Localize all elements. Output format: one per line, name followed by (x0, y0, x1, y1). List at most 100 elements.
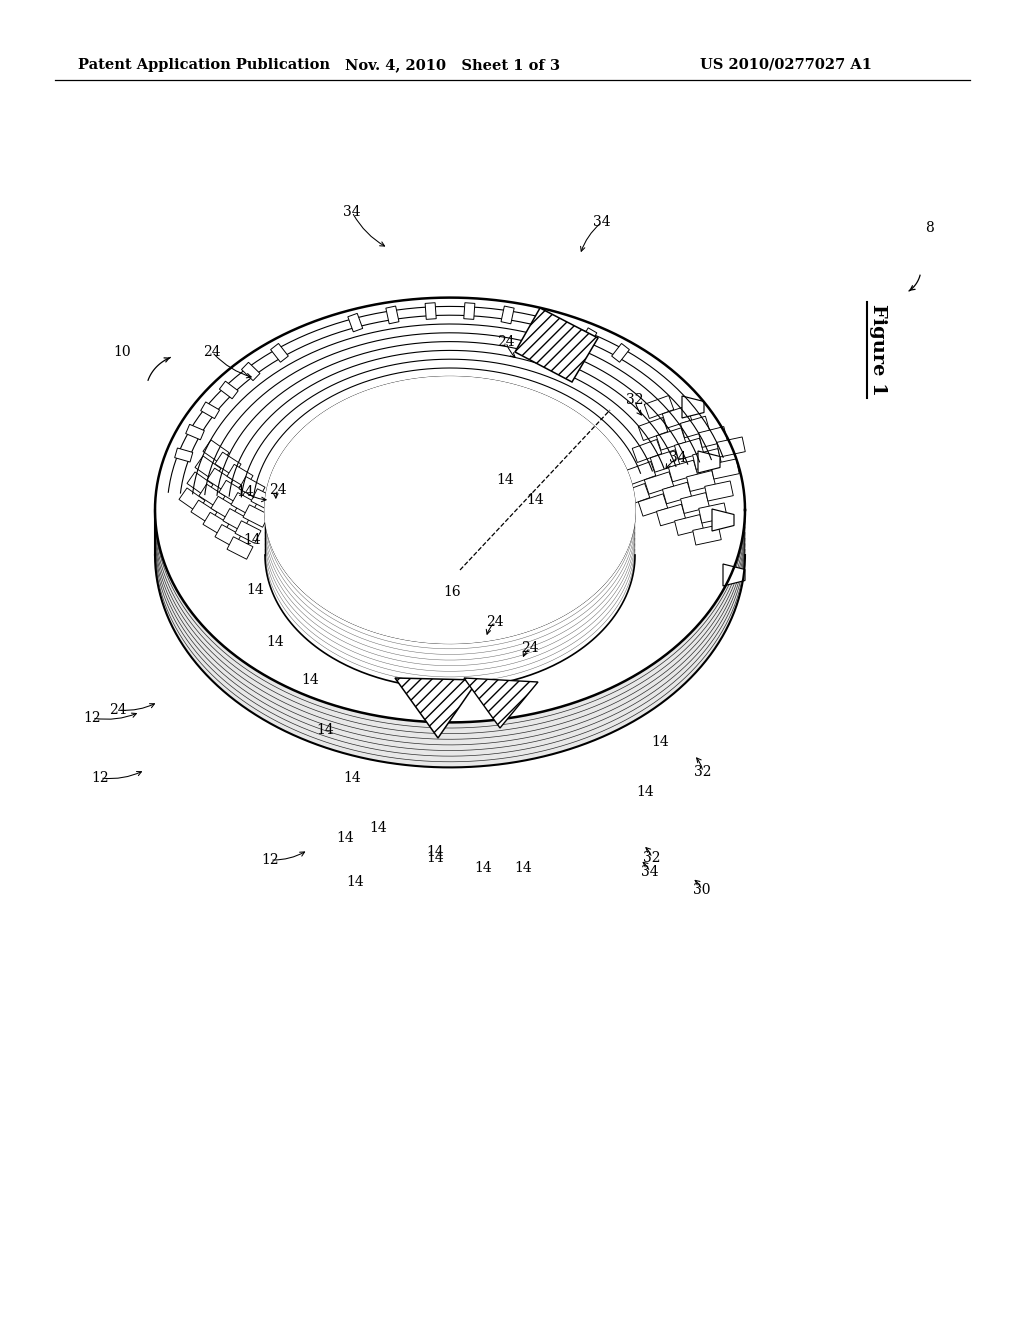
Polygon shape (353, 440, 386, 461)
Text: 14: 14 (651, 735, 669, 748)
Polygon shape (717, 437, 745, 457)
Text: Nov. 4, 2010   Sheet 1 of 3: Nov. 4, 2010 Sheet 1 of 3 (345, 58, 560, 73)
Text: 14: 14 (526, 492, 544, 507)
Polygon shape (201, 403, 219, 418)
Polygon shape (424, 529, 457, 550)
Polygon shape (414, 469, 446, 491)
Text: 14: 14 (336, 832, 354, 845)
Polygon shape (504, 513, 537, 536)
Polygon shape (680, 416, 710, 438)
Polygon shape (370, 436, 402, 458)
Polygon shape (682, 396, 705, 418)
Polygon shape (397, 473, 430, 494)
Text: 14: 14 (237, 484, 254, 499)
Polygon shape (219, 381, 239, 399)
Polygon shape (399, 451, 432, 473)
Polygon shape (692, 525, 721, 545)
Polygon shape (242, 362, 260, 380)
Text: 14: 14 (343, 771, 360, 785)
Polygon shape (386, 433, 418, 455)
Polygon shape (439, 527, 472, 548)
Text: 14: 14 (246, 583, 264, 597)
Polygon shape (420, 407, 453, 428)
Polygon shape (663, 405, 691, 428)
Text: 14: 14 (496, 473, 514, 487)
Polygon shape (472, 520, 504, 543)
Polygon shape (395, 494, 428, 515)
Text: 14: 14 (426, 851, 443, 865)
Polygon shape (428, 487, 460, 510)
Polygon shape (425, 302, 436, 319)
Polygon shape (231, 492, 257, 515)
Text: 16: 16 (443, 585, 461, 599)
Polygon shape (698, 451, 720, 473)
Polygon shape (501, 306, 514, 323)
Polygon shape (515, 308, 598, 381)
Polygon shape (155, 297, 745, 722)
Polygon shape (723, 564, 745, 586)
Text: 8: 8 (926, 220, 934, 235)
Polygon shape (348, 313, 362, 331)
Text: 12: 12 (91, 771, 109, 785)
Text: Patent Application Publication: Patent Application Publication (78, 58, 330, 73)
Polygon shape (712, 510, 734, 531)
Polygon shape (638, 494, 668, 516)
Polygon shape (460, 480, 493, 503)
Polygon shape (199, 484, 225, 508)
Polygon shape (581, 327, 597, 347)
Polygon shape (338, 442, 371, 463)
Polygon shape (382, 475, 415, 496)
Text: Figure 1: Figure 1 (869, 304, 887, 396)
Polygon shape (621, 483, 650, 507)
Text: US 2010/0277027 A1: US 2010/0277027 A1 (700, 58, 872, 73)
Polygon shape (489, 496, 522, 517)
Polygon shape (456, 523, 488, 545)
Text: 14: 14 (301, 673, 318, 686)
Polygon shape (663, 482, 691, 504)
Text: 14: 14 (426, 845, 443, 859)
Polygon shape (627, 462, 655, 484)
Polygon shape (251, 488, 276, 511)
Text: 24: 24 (486, 615, 504, 630)
Polygon shape (464, 678, 538, 729)
Text: 30: 30 (693, 883, 711, 898)
Polygon shape (443, 484, 476, 506)
Polygon shape (203, 440, 229, 465)
Text: 32: 32 (643, 851, 660, 865)
Polygon shape (705, 480, 733, 502)
Polygon shape (187, 473, 213, 496)
Polygon shape (401, 430, 434, 451)
Polygon shape (644, 396, 674, 418)
Text: 12: 12 (261, 853, 279, 867)
Polygon shape (366, 478, 398, 500)
Polygon shape (372, 414, 404, 437)
Polygon shape (675, 515, 703, 536)
Text: 24: 24 (498, 335, 515, 348)
Polygon shape (265, 376, 635, 643)
Text: 34: 34 (343, 205, 360, 219)
Text: 14: 14 (474, 861, 492, 875)
Polygon shape (352, 461, 384, 482)
Polygon shape (416, 447, 449, 470)
Polygon shape (155, 510, 745, 767)
Polygon shape (403, 409, 436, 430)
Polygon shape (692, 449, 722, 470)
Polygon shape (464, 302, 475, 319)
Polygon shape (395, 678, 478, 738)
Polygon shape (644, 471, 674, 494)
Polygon shape (179, 488, 205, 512)
Polygon shape (388, 412, 420, 434)
Polygon shape (611, 343, 630, 362)
Polygon shape (384, 454, 416, 477)
Text: 14: 14 (636, 785, 654, 799)
Text: 24: 24 (269, 483, 287, 498)
Polygon shape (227, 537, 253, 560)
Polygon shape (223, 508, 249, 532)
Polygon shape (458, 502, 490, 524)
Polygon shape (185, 424, 205, 440)
Polygon shape (215, 524, 241, 548)
Polygon shape (698, 426, 727, 447)
Polygon shape (447, 442, 480, 463)
Polygon shape (215, 453, 241, 477)
Polygon shape (227, 465, 253, 487)
